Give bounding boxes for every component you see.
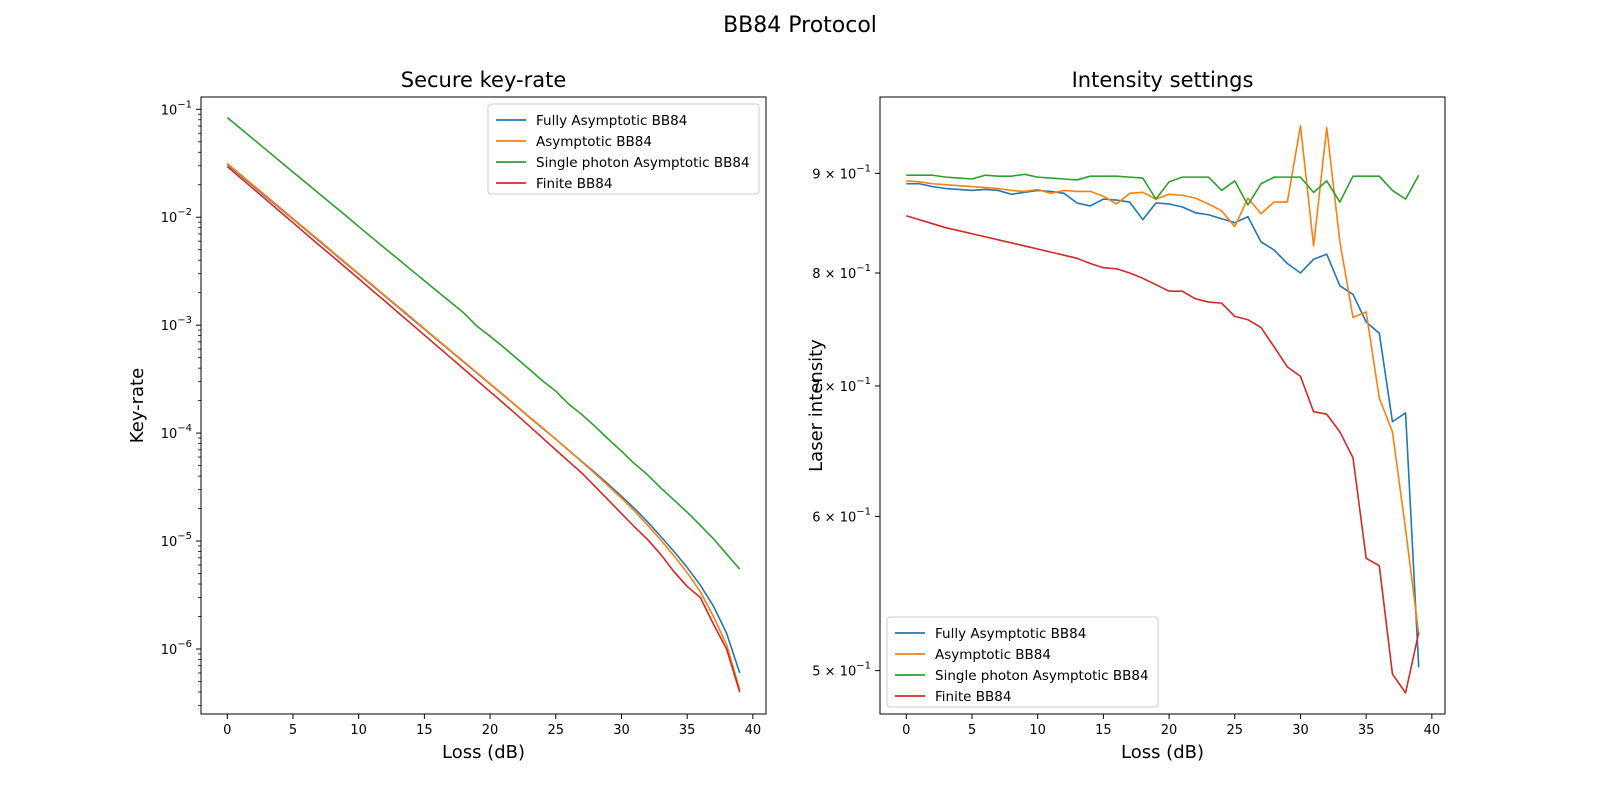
tick-exponent: −5: [177, 531, 192, 542]
key-rate-series-single-photon-asymptotic-bb84: [226, 116, 741, 570]
tick-base: 10: [161, 103, 178, 118]
intensity-plot: Intensity settings Loss (dB) Laser intensi…: [806, 68, 1446, 763]
key-rate-y-axis-label: Key-rate: [127, 368, 148, 443]
intensity-x-tick-label: 0: [902, 723, 910, 738]
intensity-x-tick-label: 20: [1161, 723, 1178, 738]
intensity-title: Intensity settings: [1072, 68, 1254, 92]
legend-entry-label: Fully Asymptotic BB84: [935, 626, 1086, 642]
intensity-y-tick-label: 6 × 10−1: [812, 506, 871, 525]
tick-exponent: −4: [177, 423, 192, 434]
key-rate-x-tick-label: 20: [482, 723, 499, 738]
tick-base: 5 × 10: [812, 665, 856, 680]
intensity-x-tick-label: 40: [1424, 723, 1441, 738]
tick-exponent: −3: [177, 315, 192, 326]
key-rate-series-asymptotic-bb84: [226, 162, 741, 690]
legend-entry-label: Asymptotic BB84: [536, 134, 652, 150]
tick-exponent: −1: [856, 263, 871, 274]
legend-box: [487, 103, 760, 195]
key-rate-y-tick-label: 10−2: [161, 207, 192, 226]
intensity-x-tick-label: 25: [1226, 723, 1243, 738]
intensity-y-tick-label: 7 × 10−1: [812, 376, 871, 395]
key-rate-series-fully-asymptotic-bb84: [226, 163, 741, 674]
tick-base: 9 × 10: [812, 167, 856, 182]
key-rate-x-tick-label: 10: [350, 723, 367, 738]
key-rate-x-tick-label: 30: [613, 723, 630, 738]
key-rate-y-tick-label: 10−6: [161, 639, 192, 658]
legend-entry-label: Fully Asymptotic BB84: [536, 113, 687, 129]
intensity-axes-frame: [879, 96, 1446, 715]
tick-base: 10: [161, 643, 178, 658]
tick-base: 8 × 10: [812, 267, 856, 282]
key-rate-x-tick-label: 15: [416, 723, 433, 738]
intensity-y-tick-label: 8 × 10−1: [812, 263, 871, 282]
legend-entry-label: Single photon Asymptotic BB84: [536, 155, 750, 171]
intensity-x-tick-label: 15: [1095, 723, 1112, 738]
intensity-x-tick-label: 10: [1029, 723, 1046, 738]
legend-entry-label: Finite BB84: [536, 176, 612, 192]
tick-base: 7 × 10: [812, 380, 856, 395]
legend-entry-label: Single photon Asymptotic BB84: [935, 668, 1149, 684]
intensity-y-tick-label: 9 × 10−1: [812, 163, 871, 182]
intensity-x-tick-label: 5: [968, 723, 976, 738]
tick-exponent: −1: [856, 506, 871, 517]
tick-exponent: −2: [177, 207, 192, 218]
key-rate-y-tick-label: 10−1: [161, 99, 192, 118]
intensity-series-single-photon-asymptotic-bb84: [906, 173, 1420, 206]
tick-exponent: −1: [856, 376, 871, 387]
key-rate-series-finite-bb84: [226, 165, 741, 693]
legend-entry-label: Asymptotic BB84: [935, 647, 1051, 663]
intensity-x-tick-label: 35: [1358, 723, 1375, 738]
key-rate-plot: Secure key-rate Loss (dB) Key-rate 0 5 10 15 20…: [127, 68, 767, 763]
intensity-series-asymptotic-bb84: [906, 125, 1420, 635]
tick-base: 6 × 10: [812, 510, 856, 525]
intensity-y-axis-label: Laser intensity: [806, 339, 827, 472]
key-rate-x-tick-label: 5: [289, 723, 297, 738]
intensity-series-fully-asymptotic-bb84: [906, 182, 1420, 668]
key-rate-x-tick-label: 0: [223, 723, 231, 738]
key-rate-title: Secure key-rate: [401, 68, 567, 92]
tick-base: 10: [161, 211, 178, 226]
tick-base: 10: [161, 319, 178, 334]
legend-box: [886, 616, 1159, 708]
tick-base: 10: [161, 427, 178, 442]
tick-exponent: −1: [856, 661, 871, 672]
intensity-x-axis-label: Loss (dB): [1121, 742, 1204, 763]
figure-title: BB84 Protocol: [723, 13, 877, 38]
intensity-x-tick-label: 30: [1292, 723, 1309, 738]
key-rate-y-tick-label: 10−5: [161, 531, 192, 550]
key-rate-y-tick-label: 10−3: [161, 315, 192, 334]
intensity-y-tick-label: 5 × 10−1: [812, 661, 871, 680]
key-rate-y-tick-label: 10−4: [161, 423, 192, 442]
intensity-legend: Fully Asymptotic BB84 Asymptotic BB84 Sing…: [886, 616, 1159, 708]
key-rate-legend: Fully Asymptotic BB84 Asymptotic BB84 Sing…: [487, 103, 760, 195]
tick-exponent: −6: [177, 639, 192, 650]
key-rate-x-tick-label: 25: [547, 723, 564, 738]
tick-base: 10: [161, 535, 178, 550]
key-rate-x-axis-label: Loss (dB): [442, 742, 525, 763]
intensity-series-finite-bb84: [906, 214, 1420, 694]
legend-entry-label: Finite BB84: [935, 689, 1011, 705]
tick-exponent: −1: [856, 163, 871, 174]
tick-exponent: −1: [177, 99, 192, 110]
key-rate-x-tick-label: 35: [679, 723, 696, 738]
key-rate-x-tick-label: 40: [745, 723, 762, 738]
key-rate-axes-frame: [200, 96, 767, 715]
